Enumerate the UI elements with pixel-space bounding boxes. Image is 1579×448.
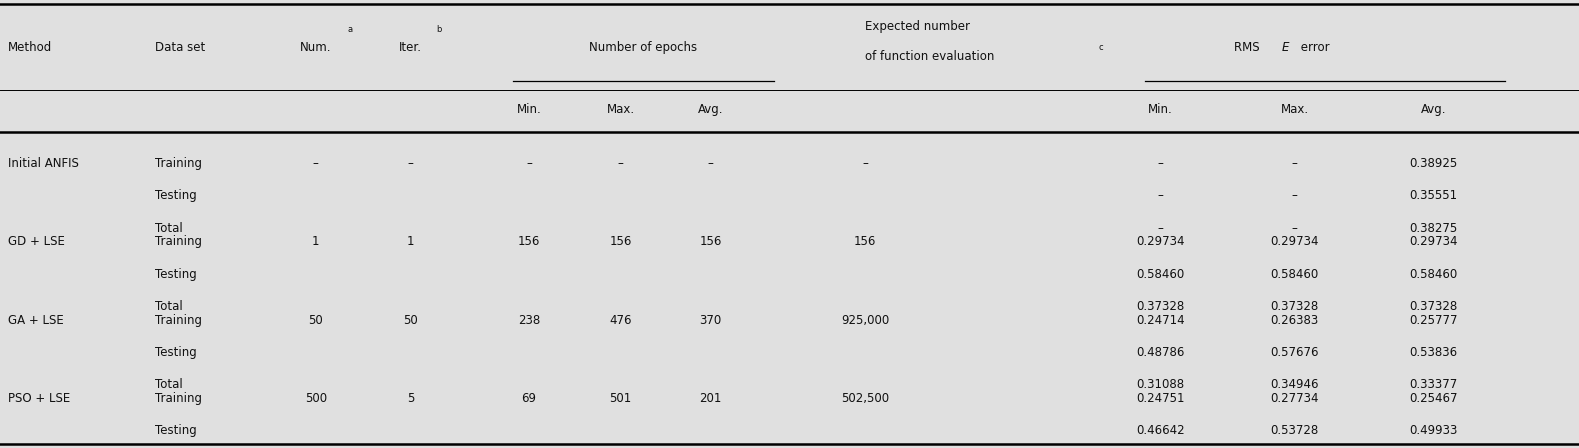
Text: Avg.: Avg. [698,103,723,116]
Text: Training: Training [155,392,202,405]
Text: 0.53836: 0.53836 [1410,346,1457,359]
Text: 0.58460: 0.58460 [1137,267,1184,281]
Text: 0.53728: 0.53728 [1271,424,1318,438]
Text: 0.57676: 0.57676 [1271,346,1318,359]
Text: 156: 156 [854,235,876,249]
Text: Method: Method [8,40,52,54]
Text: 500: 500 [305,392,327,405]
Text: Total: Total [155,300,183,313]
Text: Testing: Testing [155,424,196,438]
Text: 0.46642: 0.46642 [1137,424,1184,438]
Text: 0.37328: 0.37328 [1410,300,1457,313]
Text: Min.: Min. [1148,103,1173,116]
Text: 238: 238 [518,314,540,327]
Text: –: – [526,157,532,170]
Text: 0.38925: 0.38925 [1410,157,1457,170]
Text: GA + LSE: GA + LSE [8,314,63,327]
Text: 0.29734: 0.29734 [1410,235,1457,249]
Text: –: – [1157,221,1164,235]
Text: 0.38275: 0.38275 [1410,221,1457,235]
Text: 0.31088: 0.31088 [1137,378,1184,392]
Text: 156: 156 [518,235,540,249]
Text: Expected number: Expected number [865,20,970,34]
Text: Iter.: Iter. [399,40,422,54]
Text: –: – [1292,189,1298,202]
Text: Testing: Testing [155,189,196,202]
Text: 0.29734: 0.29734 [1137,235,1184,249]
Text: a: a [347,25,352,34]
Text: 925,000: 925,000 [842,314,889,327]
Text: –: – [1157,189,1164,202]
Text: 0.37328: 0.37328 [1137,300,1184,313]
Text: 5: 5 [407,392,414,405]
Text: Number of epochs: Number of epochs [589,40,698,54]
Text: –: – [1157,157,1164,170]
Text: 50: 50 [308,314,324,327]
Text: Testing: Testing [155,346,196,359]
Text: E: E [1282,40,1288,54]
Text: PSO + LSE: PSO + LSE [8,392,69,405]
Text: 0.49933: 0.49933 [1410,424,1457,438]
Text: 69: 69 [521,392,537,405]
Text: –: – [1292,157,1298,170]
Text: –: – [862,157,868,170]
Text: Max.: Max. [1281,103,1309,116]
Text: of function evaluation: of function evaluation [865,49,995,63]
Text: –: – [313,157,319,170]
Text: 0.25777: 0.25777 [1410,314,1457,327]
Text: Total: Total [155,221,183,235]
Text: –: – [617,157,624,170]
Text: 201: 201 [699,392,722,405]
Text: error: error [1298,40,1330,54]
Text: GD + LSE: GD + LSE [8,235,65,249]
Text: 0.37328: 0.37328 [1271,300,1318,313]
Text: 0.33377: 0.33377 [1410,378,1457,392]
Text: 0.29734: 0.29734 [1271,235,1318,249]
Text: 0.25467: 0.25467 [1410,392,1457,405]
Text: Num.: Num. [300,40,332,54]
Text: –: – [707,157,714,170]
Text: Data set: Data set [155,40,205,54]
Text: 0.48786: 0.48786 [1137,346,1184,359]
Text: 0.27734: 0.27734 [1271,392,1318,405]
Text: Max.: Max. [606,103,635,116]
Text: 1: 1 [313,235,319,249]
Text: 0.58460: 0.58460 [1271,267,1318,281]
Text: Training: Training [155,314,202,327]
Text: Training: Training [155,157,202,170]
Text: 1: 1 [407,235,414,249]
Text: Testing: Testing [155,267,196,281]
Text: –: – [1292,221,1298,235]
Text: 50: 50 [403,314,418,327]
Text: 476: 476 [609,314,632,327]
Text: 502,500: 502,500 [842,392,889,405]
Text: Initial ANFIS: Initial ANFIS [8,157,79,170]
Text: Avg.: Avg. [1421,103,1446,116]
Text: 0.34946: 0.34946 [1271,378,1318,392]
Text: 0.58460: 0.58460 [1410,267,1457,281]
Text: 0.24714: 0.24714 [1137,314,1184,327]
Text: Training: Training [155,235,202,249]
Text: 0.24751: 0.24751 [1137,392,1184,405]
Text: –: – [407,157,414,170]
Text: 0.26383: 0.26383 [1271,314,1318,327]
Text: Min.: Min. [516,103,542,116]
Text: 0.35551: 0.35551 [1410,189,1457,202]
Text: b: b [436,25,441,34]
Text: 501: 501 [609,392,632,405]
Text: Total: Total [155,378,183,392]
Text: RMS: RMS [1235,40,1263,54]
Text: 156: 156 [609,235,632,249]
Text: 156: 156 [699,235,722,249]
Text: 370: 370 [699,314,722,327]
Text: c: c [1099,43,1104,52]
